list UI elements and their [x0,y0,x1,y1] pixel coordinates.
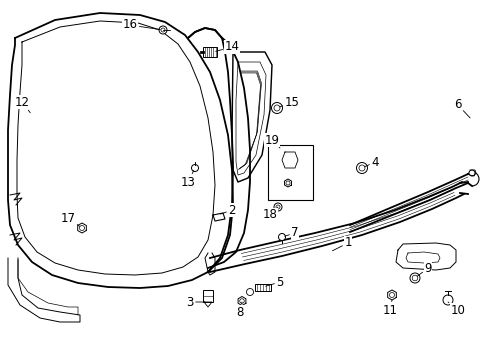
Polygon shape [284,179,291,187]
Circle shape [80,225,84,230]
Bar [203,290,213,302]
Circle shape [273,105,280,111]
Bar [203,47,217,57]
Text: 15: 15 [279,95,299,108]
Circle shape [191,165,198,171]
Text: 19: 19 [264,134,280,148]
Circle shape [239,299,244,303]
Bar [267,145,312,200]
Circle shape [278,234,285,240]
Circle shape [273,203,282,211]
Circle shape [358,165,364,171]
Circle shape [159,26,167,34]
Text: 14: 14 [215,40,239,54]
Text: 4: 4 [364,156,378,168]
Circle shape [275,205,280,209]
Circle shape [442,295,452,305]
Text: 3: 3 [186,296,205,309]
Circle shape [389,292,394,297]
Circle shape [468,170,474,176]
Text: 18: 18 [262,207,278,221]
Polygon shape [387,290,395,300]
Text: 6: 6 [453,99,469,118]
Text: 13: 13 [180,171,195,189]
Text: 10: 10 [447,302,465,316]
Text: 5: 5 [265,275,283,288]
Text: 8: 8 [236,302,243,319]
Circle shape [409,273,419,283]
Circle shape [285,181,289,185]
Text: 2: 2 [220,203,235,216]
Text: 16: 16 [122,18,160,31]
Polygon shape [238,297,245,306]
Bar [254,284,270,291]
Circle shape [356,162,367,174]
Text: 9: 9 [416,261,431,276]
Text: 11: 11 [382,300,397,316]
Text: 7: 7 [284,226,298,239]
Circle shape [411,275,417,281]
Polygon shape [78,223,86,233]
Circle shape [271,103,282,113]
Text: 1: 1 [332,237,351,251]
Text: 12: 12 [15,95,30,113]
Circle shape [246,288,253,296]
Circle shape [161,28,164,32]
Text: 17: 17 [61,211,80,226]
